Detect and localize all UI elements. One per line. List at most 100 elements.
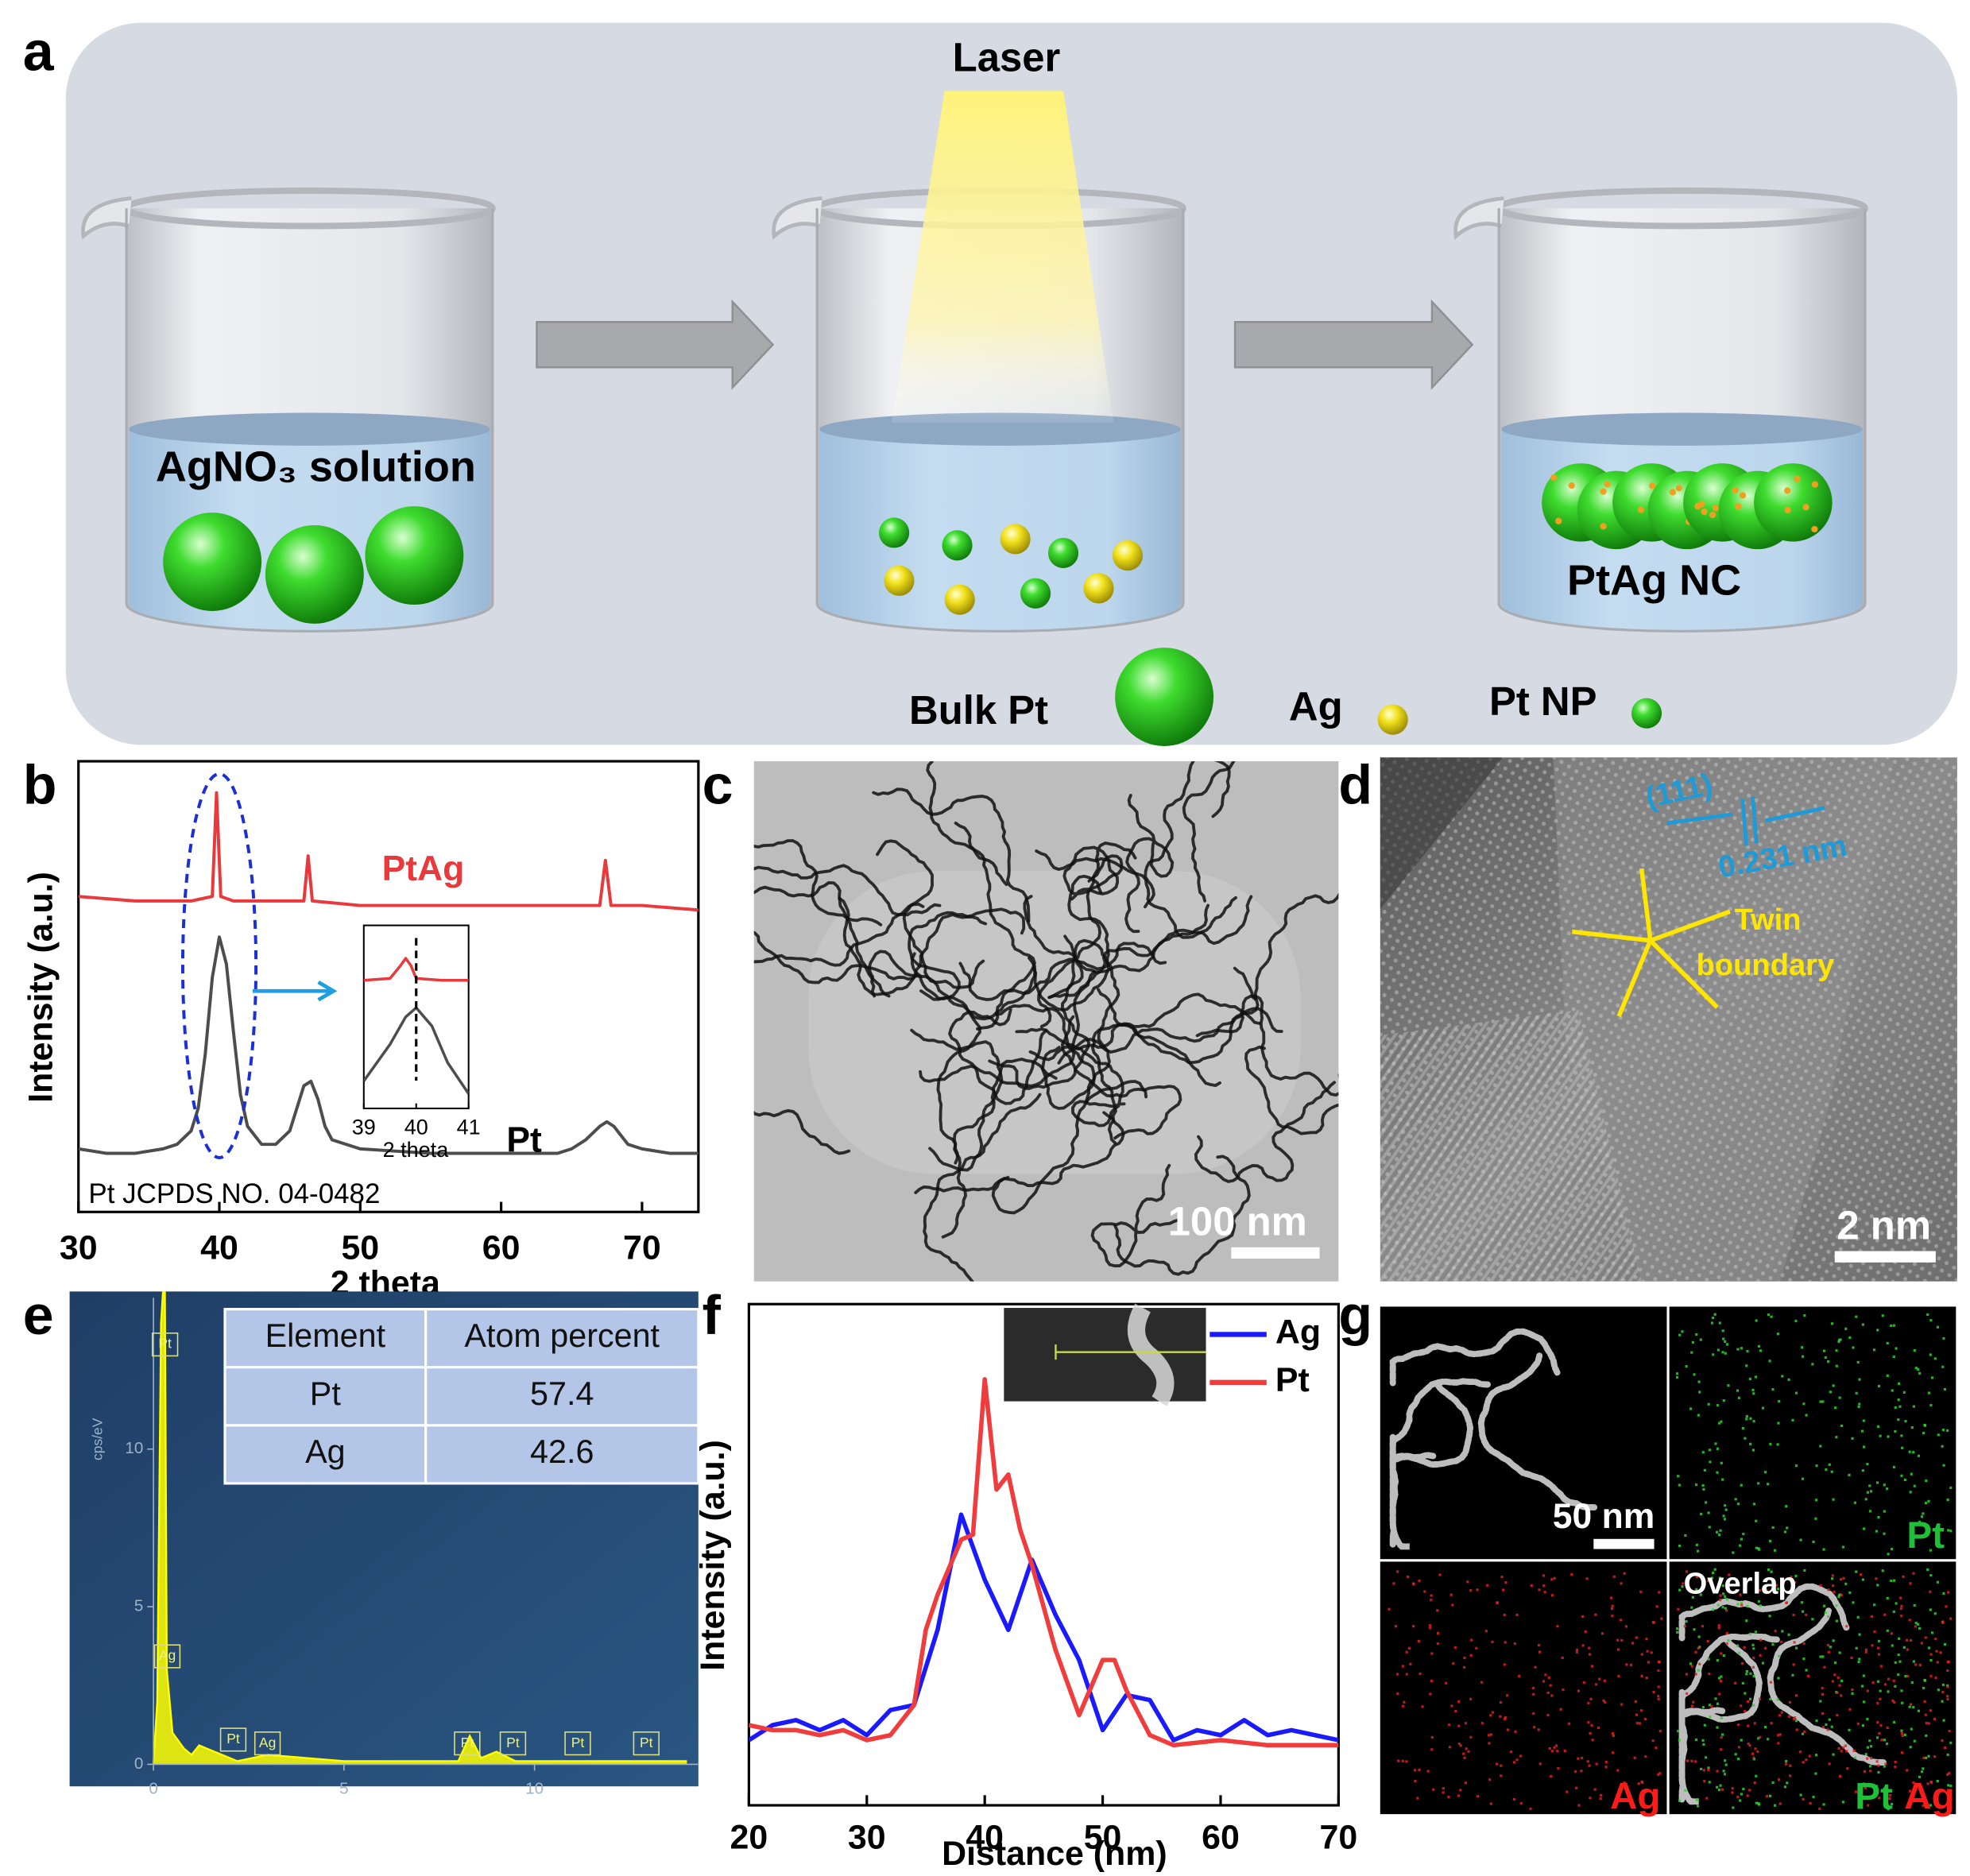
signal-dot: [1929, 1353, 1932, 1356]
signal-dot: [1770, 1315, 1773, 1318]
signal-dot: [1831, 1680, 1834, 1683]
signal-dot: [1756, 1750, 1759, 1753]
signal-dot: [1590, 1724, 1593, 1727]
signal-dot: [1625, 1663, 1628, 1666]
signal-dot: [1883, 1613, 1887, 1616]
element-label: Pt: [1906, 1514, 1945, 1557]
signal-dot: [1793, 1716, 1797, 1719]
signal-dot: [1783, 1785, 1787, 1789]
signal-dot: [1769, 1697, 1772, 1700]
signal-dot: [1883, 1739, 1886, 1742]
signal-dot: [1686, 1759, 1689, 1762]
signal-dot: [1765, 1588, 1768, 1592]
signal-dot: [1530, 1584, 1533, 1587]
signal-dot: [1409, 1662, 1412, 1665]
signal-dot: [1771, 1643, 1775, 1646]
signal-dot: [1537, 1643, 1541, 1647]
signal-dot: [1899, 1607, 1902, 1611]
signal-dot: [1644, 1755, 1647, 1758]
signal-dot: [1835, 1364, 1838, 1367]
signal-dot: [1430, 1735, 1434, 1739]
signal-dot: [1736, 1723, 1740, 1727]
signal-dot: [1488, 1734, 1491, 1737]
series-line: [749, 1377, 1339, 1748]
signal-dot: [1830, 1725, 1833, 1728]
signal-dot: [1685, 1365, 1688, 1368]
signal-dot: [1604, 1700, 1607, 1704]
signal-dot: [1538, 1650, 1542, 1654]
signal-dot: [1920, 1770, 1924, 1773]
signal-dot: [1716, 1348, 1720, 1352]
signal-dot: [1837, 1595, 1840, 1599]
signal-dot: [1718, 1576, 1721, 1580]
signal-dot: [1922, 1767, 1925, 1770]
signal-dot: [1792, 1717, 1796, 1720]
signal-dot: [1802, 1797, 1805, 1801]
signal-dot: [1941, 1365, 1945, 1368]
signal-dot: [1703, 1780, 1706, 1783]
ag-dot: [1568, 482, 1575, 489]
signal-dot: [1835, 1604, 1838, 1607]
peak-label: Pt: [158, 1336, 172, 1352]
signal-dot: [1929, 1653, 1933, 1656]
signal-dot: [1848, 1591, 1852, 1594]
signal-dot: [1677, 1730, 1680, 1733]
signal-dot: [1827, 1360, 1830, 1363]
signal-dot: [1504, 1717, 1507, 1720]
signal-dot: [1929, 1709, 1933, 1712]
signal-dot: [1695, 1588, 1698, 1591]
signal-dot: [1795, 1728, 1798, 1731]
signal-dot: [1902, 1575, 1905, 1578]
nanochain: [1060, 1015, 1182, 1140]
x-tick-label: 41: [457, 1116, 481, 1139]
signal-dot: [1822, 1349, 1826, 1352]
signal-dot: [1748, 1744, 1751, 1747]
process-arrow: [1233, 299, 1474, 390]
ag-dot: [1669, 489, 1677, 496]
signal-dot: [1864, 1753, 1867, 1756]
nanochain: [1113, 1155, 1251, 1276]
signal-dot: [1785, 1760, 1788, 1763]
signal-dot: [1771, 1388, 1775, 1391]
signal-dot: [1709, 1715, 1712, 1719]
signal-dot: [1908, 1705, 1911, 1708]
signal-dot: [1942, 1719, 1945, 1722]
signal-dot: [1777, 1677, 1780, 1680]
signal-dot: [1868, 1484, 1871, 1487]
x-tick-label: 70: [1320, 1818, 1358, 1856]
signal-dot: [1863, 1770, 1867, 1773]
signal-dot: [1943, 1387, 1946, 1391]
signal-dot: [1712, 1353, 1715, 1356]
signal-dot: [1690, 1606, 1693, 1609]
signal-dot: [1864, 1498, 1867, 1501]
signal-dot: [1805, 1613, 1808, 1616]
signal-dot: [1655, 1746, 1658, 1750]
signal-dot: [1712, 1316, 1715, 1320]
signal-dot: [1880, 1739, 1883, 1742]
nanochain: [988, 934, 1091, 1091]
signal-dot: [1480, 1722, 1484, 1725]
signal-dot: [1929, 1658, 1933, 1662]
signal-dot: [1587, 1701, 1590, 1705]
signal-dot: [1682, 1582, 1685, 1585]
signal-dot: [1394, 1625, 1398, 1628]
signal-dot: [1720, 1735, 1723, 1739]
signal-dot: [1842, 1746, 1845, 1749]
signal-dot: [1755, 1546, 1758, 1549]
signal-dot: [1703, 1468, 1706, 1472]
signal-dot: [1912, 1405, 1916, 1408]
signal-dot: [1855, 1790, 1858, 1793]
signal-dot: [1396, 1570, 1399, 1573]
signal-dot: [1858, 1378, 1861, 1381]
signal-dot: [1930, 1631, 1934, 1634]
peak-label: Pt: [571, 1735, 585, 1750]
element-label: Ag: [1610, 1776, 1661, 1818]
signal-dot: [1660, 1617, 1663, 1620]
signal-dot: [1500, 1576, 1504, 1579]
bulk-pt-sphere: [163, 513, 262, 611]
signal-dot: [1764, 1646, 1767, 1650]
signal-dot: [1513, 1642, 1516, 1646]
signal-dot: [1643, 1717, 1647, 1721]
signal-dot: [1736, 1389, 1740, 1392]
signal-dot: [1866, 1757, 1869, 1760]
